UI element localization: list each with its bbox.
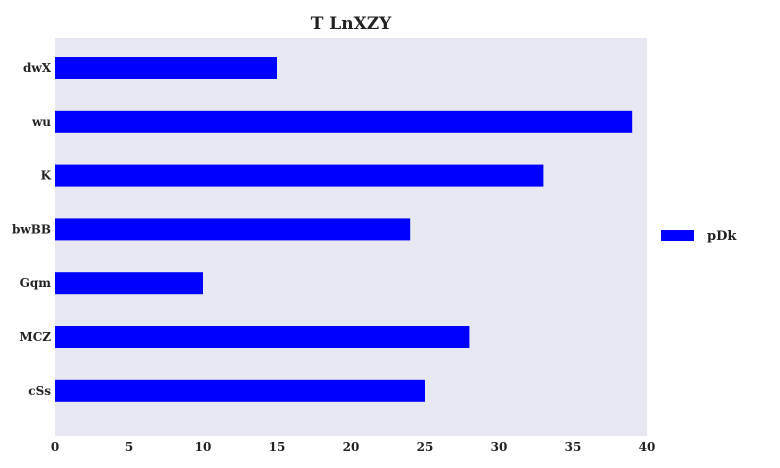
- bar-Gqm: [55, 272, 203, 295]
- y-tick-label: K: [41, 169, 52, 183]
- legend: pDk: [661, 229, 737, 244]
- bar-dwX: [55, 57, 277, 79]
- x-tick-label: 35: [565, 440, 582, 454]
- x-axis-labels: 0 5 10 15 20 25 30 35 40: [51, 440, 656, 454]
- y-tick-label: wu: [31, 115, 51, 129]
- bar-bwBB: [55, 218, 411, 241]
- bar-cSs: [55, 379, 425, 402]
- x-tick-label: 15: [269, 440, 286, 454]
- legend-swatch: [661, 230, 694, 241]
- x-tick-label: 5: [125, 440, 133, 454]
- x-tick-label: 25: [417, 440, 434, 454]
- x-tick-label: 10: [195, 440, 212, 454]
- y-tick-label: MCZ: [19, 330, 51, 344]
- y-tick-label: dwX: [23, 61, 52, 75]
- y-tick-label: cSs: [28, 384, 51, 398]
- y-tick-label: Gqm: [20, 276, 52, 290]
- x-tick-label: 20: [343, 440, 360, 454]
- chart-title: T LnXZY: [311, 14, 392, 34]
- bar-K: [55, 164, 544, 187]
- legend-label: pDk: [707, 229, 737, 244]
- bars-group: [55, 57, 633, 402]
- x-tick-label: 30: [491, 440, 508, 454]
- y-tick-label: bwBB: [12, 222, 51, 236]
- bar-wu: [55, 110, 633, 133]
- x-tick-label: 40: [639, 440, 656, 454]
- bar-MCZ: [55, 326, 470, 348]
- x-tick-label: 0: [51, 440, 59, 454]
